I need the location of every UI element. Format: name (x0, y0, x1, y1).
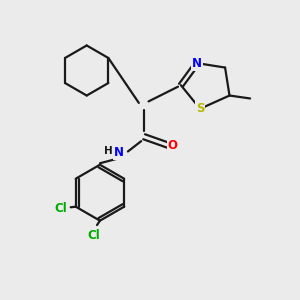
Text: H: H (104, 146, 112, 156)
Text: Cl: Cl (54, 202, 67, 215)
Text: Cl: Cl (88, 229, 100, 242)
Text: S: S (196, 102, 204, 115)
Text: O: O (168, 139, 178, 152)
Text: N: N (114, 146, 124, 159)
Text: N: N (192, 57, 202, 70)
